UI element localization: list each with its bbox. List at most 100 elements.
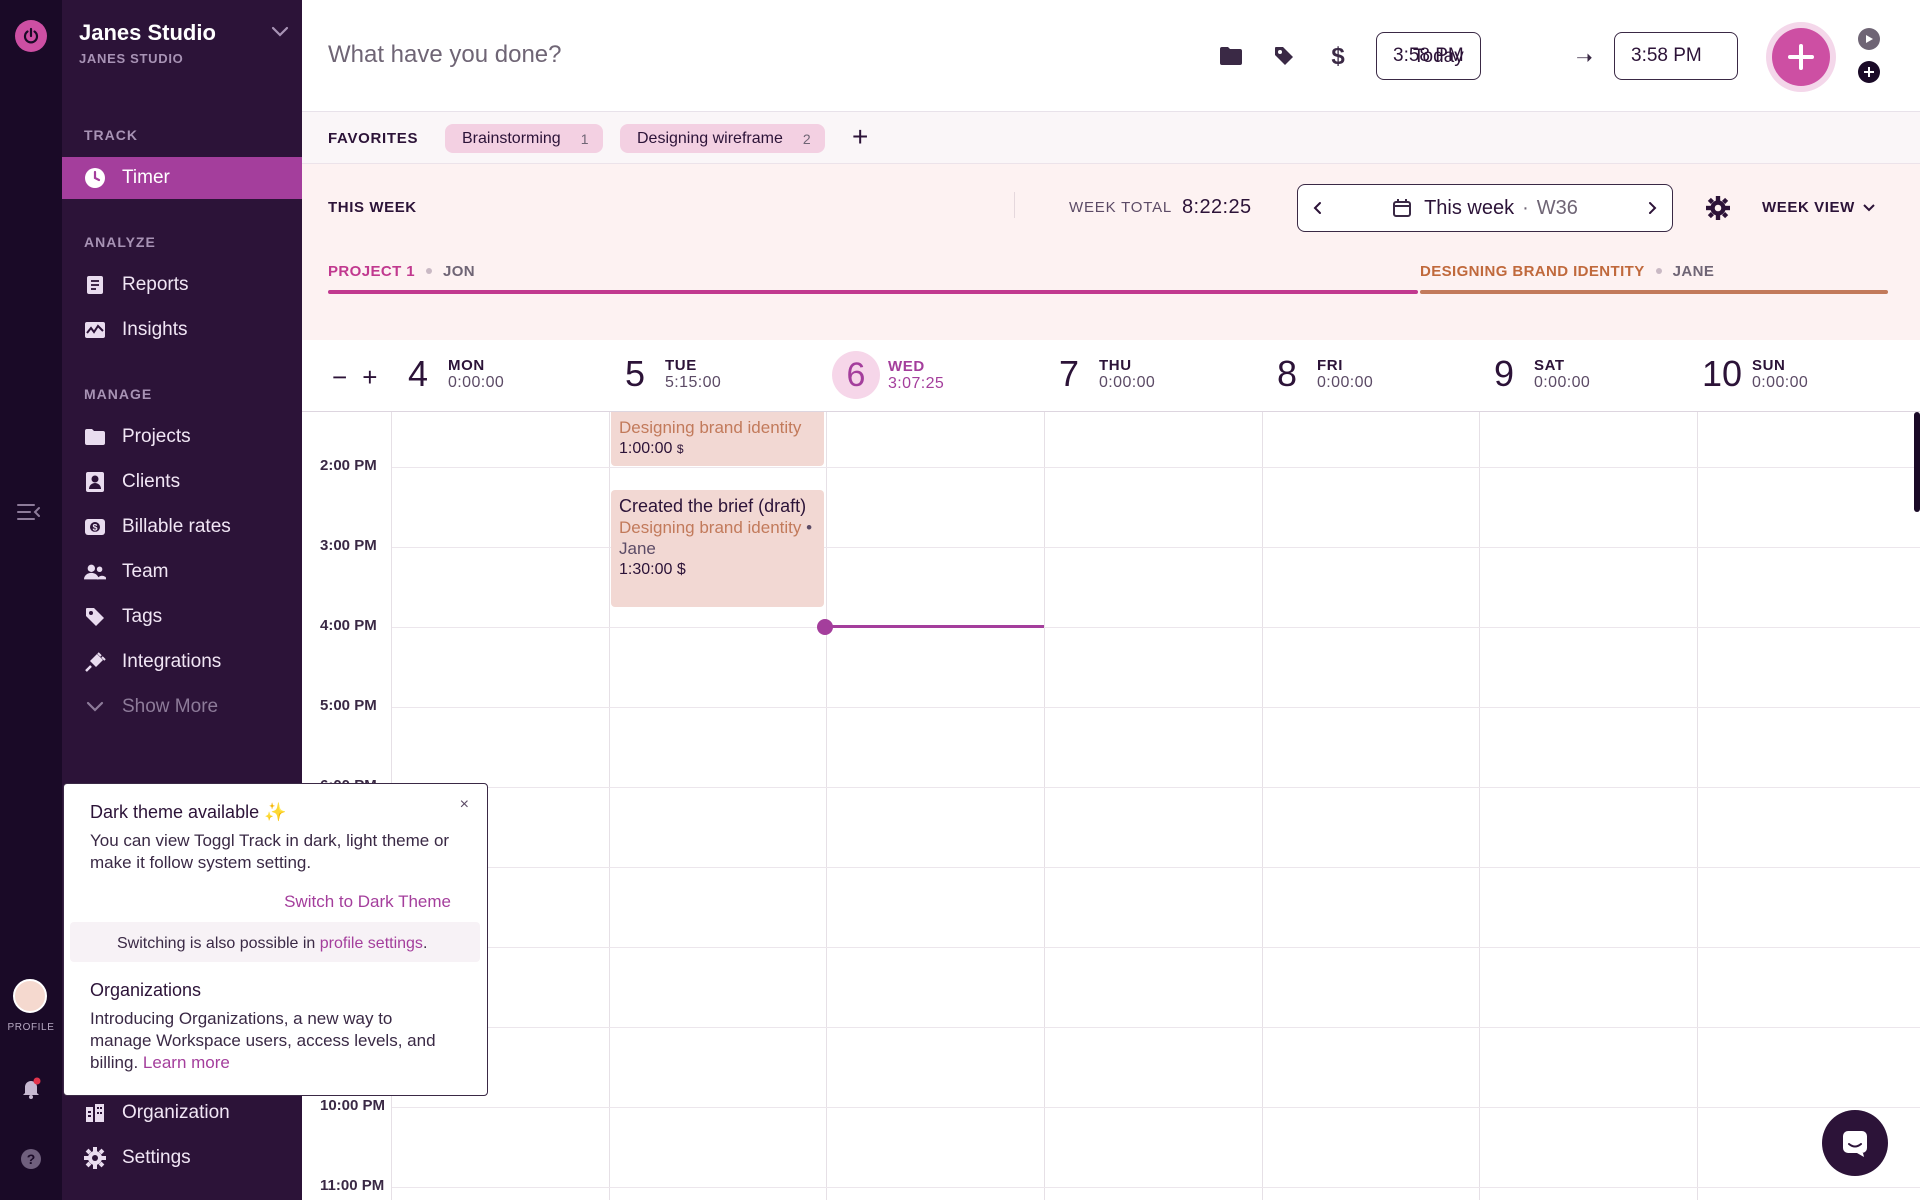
end-time-field[interactable]: 3:58 PM (1614, 32, 1738, 80)
sidebar-item-label: Projects (122, 426, 191, 447)
favorites-label: FAVORITES (328, 130, 419, 147)
profile-settings-link[interactable]: profile settings (319, 935, 423, 952)
sidebar-item-show-more[interactable]: Show More (62, 686, 302, 728)
reports-icon (84, 274, 106, 296)
day-number: 4 (407, 353, 429, 394)
plus-icon (1864, 67, 1874, 77)
sidebar-item-timer[interactable]: Timer (62, 157, 302, 199)
team-icon (84, 561, 106, 583)
project-name: DESIGNING BRAND IDENTITY (1420, 263, 1645, 280)
entry-project: Designing brand identity (619, 518, 802, 537)
insights-icon (84, 319, 106, 341)
sidebar-item-clients[interactable]: Clients (62, 461, 302, 503)
help-icon[interactable]: ? (20, 1148, 42, 1170)
chevron-right-icon[interactable] (1646, 201, 1658, 215)
sidebar-item-settings[interactable]: Settings (62, 1137, 302, 1179)
hour-label: 2:00 PM (320, 457, 377, 474)
billable-dollar-icon[interactable]: $ (1325, 43, 1351, 69)
workspace-switcher[interactable]: Janes Studio JANES STUDIO (79, 20, 289, 66)
close-icon[interactable]: × (459, 796, 469, 813)
day-header-thu[interactable]: 7 THU 0:00:00 (1047, 353, 1155, 395)
time-entry[interactable]: Designing brand identity 1:00:00 $ (611, 412, 824, 466)
chevron-left-icon[interactable] (1312, 201, 1324, 215)
bell-icon[interactable] (20, 1077, 42, 1099)
folder-icon[interactable] (1218, 43, 1244, 69)
start-day: Today (1413, 46, 1464, 67)
avatar[interactable] (13, 979, 47, 1013)
sidebar-item-reports[interactable]: Reports (62, 264, 302, 306)
day-number: 8 (1276, 353, 1298, 394)
sidebar-item-projects[interactable]: Projects (62, 416, 302, 458)
start-time-field[interactable]: 3:58 PM Today (1376, 32, 1481, 80)
switch-dark-theme-link[interactable]: Switch to Dark Theme (284, 892, 451, 911)
chat-button[interactable] (1822, 1110, 1888, 1176)
profile-label: PROFILE (7, 1022, 55, 1033)
timer-mode-button[interactable] (1858, 28, 1880, 50)
project-summary-1[interactable]: PROJECT 1 JON (328, 263, 475, 280)
sidebar-item-tags[interactable]: Tags (62, 596, 302, 638)
favorite-label: Designing wireframe (637, 129, 783, 147)
add-entry-button[interactable] (1772, 28, 1830, 86)
sidebar-item-label: Settings (122, 1147, 191, 1168)
week-range[interactable]: This week · W36 (1392, 197, 1578, 220)
view-selector[interactable]: WEEK VIEW (1762, 199, 1875, 216)
day-header-fri[interactable]: 8 FRI 0:00:00 (1265, 353, 1373, 395)
favorite-label: Brainstorming (462, 129, 561, 147)
collapse-sidebar-icon[interactable] (16, 502, 42, 522)
entry-title: Created the brief (draft) (619, 496, 807, 516)
entry-separator: • (801, 518, 813, 537)
gear-icon[interactable] (1706, 196, 1730, 220)
plus-icon (1788, 44, 1814, 70)
sidebar-item-label: Show More (122, 696, 219, 717)
week-picker[interactable]: This week · W36 (1297, 184, 1673, 232)
project-summary-2[interactable]: DESIGNING BRAND IDENTITY JANE (1420, 263, 1714, 280)
time-entry[interactable]: Created the brief (draft) Designing bran… (611, 490, 824, 607)
zoom-in-button[interactable]: + (362, 362, 378, 392)
sidebar-item-insights[interactable]: Insights (62, 309, 302, 351)
current-time-line (826, 625, 1044, 628)
favorite-chip[interactable]: Brainstorming 1 (445, 124, 603, 153)
week-total-value: 8:22:25 (1182, 196, 1252, 218)
view-selector-label: WEEK VIEW (1762, 199, 1855, 216)
play-icon (1866, 35, 1873, 43)
project-name: PROJECT 1 (328, 263, 415, 280)
day-header-wed[interactable]: 6 WED 3:07:25 (832, 351, 944, 399)
add-favorite-button[interactable]: + (852, 121, 869, 152)
day-header-mon[interactable]: 4 MON 0:00:00 (396, 353, 504, 395)
chat-icon (1843, 1131, 1867, 1157)
app-rail: PROFILE ? (0, 0, 62, 1200)
power-icon[interactable] (15, 20, 47, 52)
hour-label: 10:00 PM (320, 1097, 386, 1114)
week-summary: THIS WEEK WEEK TOTAL 8:22:25 This week ·… (302, 164, 1920, 340)
day-total: 0:00:00 (1752, 373, 1809, 391)
manual-mode-button[interactable] (1858, 61, 1880, 83)
section-manage: MANAGE (84, 386, 153, 402)
day-name: WED (888, 357, 925, 375)
favorite-chip[interactable]: Designing wireframe 2 (620, 124, 825, 153)
learn-more-link[interactable]: Learn more (142, 1053, 230, 1072)
day-header-sun[interactable]: 10 SUN 0:00:00 (1700, 353, 1808, 395)
day-header-tue[interactable]: 5 TUE 5:15:00 (613, 353, 721, 395)
calendar-grid[interactable]: 2:00 PM 3:00 PM 4:00 PM 5:00 PM 6:00 PM … (302, 412, 1920, 1200)
chevron-down-icon (1863, 203, 1875, 211)
workspace-subtitle: JANES STUDIO (79, 51, 184, 66)
scrollbar[interactable] (1914, 412, 1920, 512)
sidebar-item-billable-rates[interactable]: $ Billable rates (62, 506, 302, 548)
sidebar-item-team[interactable]: Team (62, 551, 302, 593)
day-header-sat[interactable]: 9 SAT 0:00:00 (1482, 353, 1590, 395)
sidebar-item-organization[interactable]: Organization (62, 1092, 302, 1134)
zoom-out-button[interactable]: − (332, 362, 348, 392)
billable-icon: $ (676, 561, 686, 578)
week-range-label: This week (1424, 196, 1515, 219)
sidebar-item-label: Integrations (122, 651, 222, 672)
announcement-popup: × Dark theme available ✨ You can view To… (63, 783, 488, 1096)
building-icon (84, 1102, 106, 1124)
tag-icon[interactable] (1271, 43, 1297, 69)
description-input[interactable] (328, 34, 948, 76)
day-header-row: − + 4 MON 0:00:00 5 TUE 5:15:00 6 WED 3:07:… (302, 340, 1920, 412)
project-2-bar (1420, 290, 1888, 294)
sidebar-item-integrations[interactable]: Integrations (62, 641, 302, 683)
day-name: MON (448, 356, 485, 374)
sidebar-item-label: Timer (122, 167, 170, 188)
section-track: TRACK (84, 127, 138, 143)
